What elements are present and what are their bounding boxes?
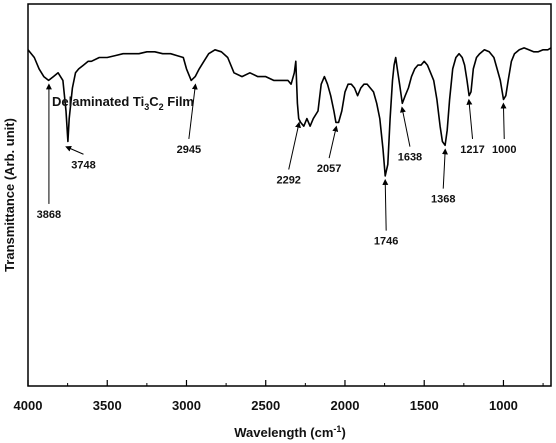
x-tick-label: 3500 xyxy=(93,398,122,413)
x-axis-ticks xyxy=(27,380,544,386)
peak-label: 1638 xyxy=(398,152,422,164)
peak-arrow xyxy=(188,83,198,140)
series-group xyxy=(27,47,552,177)
peak-label: 2057 xyxy=(317,163,341,175)
title-part: Delaminated Ti xyxy=(52,94,144,109)
x-tick-label: 1500 xyxy=(410,398,439,413)
peak-label: 1217 xyxy=(460,144,484,156)
chart-title: Delaminated Ti3C2 Film xyxy=(52,94,194,112)
peak-arrow xyxy=(328,125,339,159)
peak-label: 2292 xyxy=(276,175,300,187)
title-part: 3 xyxy=(144,102,149,112)
peak-label: 1000 xyxy=(492,144,516,156)
y-axis-label: Transmittance (Arb. unit) xyxy=(2,118,17,272)
peak-arrow xyxy=(466,98,474,140)
title-part: Film xyxy=(164,94,194,109)
x-tick-label: 3000 xyxy=(172,398,201,413)
peak-arrow xyxy=(65,145,84,155)
x-axis-label: Wavelength (cm-1) xyxy=(234,424,346,440)
peak-label: 3748 xyxy=(71,159,95,171)
peak-arrow xyxy=(400,106,411,147)
peak-arrow xyxy=(441,148,448,189)
x-tick-label: 2500 xyxy=(251,398,280,413)
peak-arrow xyxy=(500,102,507,139)
peak-label: 2945 xyxy=(177,144,201,156)
transmittance-line xyxy=(27,47,552,177)
plot-frame xyxy=(27,3,552,387)
peak-label: 1368 xyxy=(431,194,455,206)
title-part: 2 xyxy=(159,102,164,112)
peak-label: 1746 xyxy=(374,236,398,248)
x-tick-label: 1000 xyxy=(489,398,518,413)
x-axis-tick-labels: 4000 3500 3000 2500 2000 1500 1000 xyxy=(14,398,518,413)
x-tick-label: 4000 xyxy=(14,398,43,413)
peak-label: 3868 xyxy=(37,209,61,221)
title-part: C xyxy=(149,94,159,109)
x-tick-label: 2000 xyxy=(331,398,360,413)
peak-annotations: 3868 3748 2945 2292 2057 1746 1638 1368 1217 1000 xyxy=(37,83,516,248)
peak-arrow xyxy=(382,178,389,231)
peak-arrow xyxy=(288,121,301,170)
